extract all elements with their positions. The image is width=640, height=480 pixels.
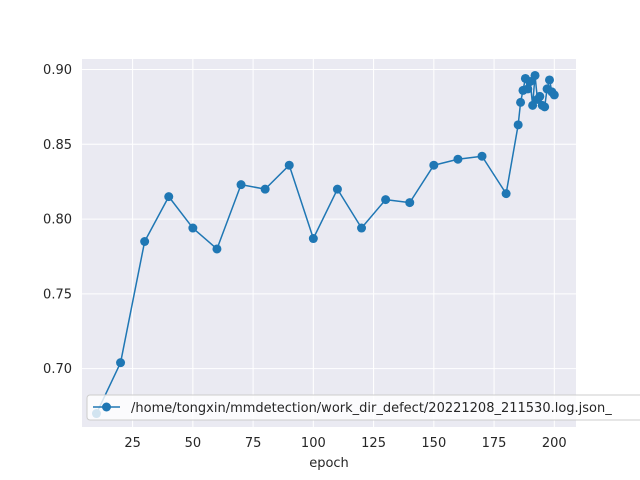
x-tick-label: 150 xyxy=(421,436,446,451)
data-point xyxy=(549,90,559,100)
legend-marker-swatch xyxy=(102,402,111,412)
y-tick-label: 0.80 xyxy=(43,213,72,228)
x-tick-label: 200 xyxy=(542,436,567,451)
data-point xyxy=(523,84,533,94)
x-tick-label: 100 xyxy=(301,436,326,451)
data-point xyxy=(528,100,538,110)
data-point xyxy=(116,358,126,368)
y-tick-label: 0.70 xyxy=(43,362,72,377)
data-point xyxy=(525,76,535,86)
data-point xyxy=(429,160,439,170)
data-point xyxy=(530,70,540,80)
x-tick-label: 75 xyxy=(245,436,262,451)
data-point xyxy=(332,184,342,194)
data-point xyxy=(284,160,294,170)
y-tick-label: 0.90 xyxy=(43,63,72,78)
data-point xyxy=(236,180,246,190)
data-point xyxy=(212,244,222,254)
legend-label: /home/tongxin/mmdetection/work_dir_defec… xyxy=(131,401,612,416)
grid-lines xyxy=(82,59,576,427)
x-tick-label: 175 xyxy=(482,436,507,451)
y-tick-label: 0.75 xyxy=(43,287,72,302)
legend-box xyxy=(86,394,640,421)
data-point xyxy=(501,189,511,199)
data-point xyxy=(188,223,198,233)
data-point xyxy=(453,154,463,164)
data-point xyxy=(381,195,391,205)
x-tick-label: 50 xyxy=(185,436,202,451)
x-tick-label: 25 xyxy=(124,436,141,451)
data-point xyxy=(357,223,367,233)
plot-background xyxy=(82,59,576,427)
x-axis-ticks: 25 50 75 100 125 150 175 200 xyxy=(124,436,566,451)
x-tick-label: 125 xyxy=(361,436,386,451)
data-point xyxy=(477,151,487,161)
series-layer xyxy=(91,70,559,419)
x-axis-title: epoch xyxy=(309,456,349,471)
data-point xyxy=(405,198,415,208)
data-point xyxy=(516,97,526,107)
data-point xyxy=(164,192,174,202)
legend: /home/tongxin/mmdetection/work_dir_defec… xyxy=(86,394,640,421)
data-point xyxy=(540,102,550,112)
data-point xyxy=(535,91,545,101)
data-point xyxy=(260,184,270,194)
data-point xyxy=(544,75,554,85)
y-tick-label: 0.85 xyxy=(43,138,72,153)
data-point xyxy=(140,237,150,246)
y-axis-ticks: 0.70 0.75 0.80 0.85 0.90 xyxy=(43,63,72,377)
data-point xyxy=(513,120,523,130)
data-point xyxy=(308,234,318,244)
